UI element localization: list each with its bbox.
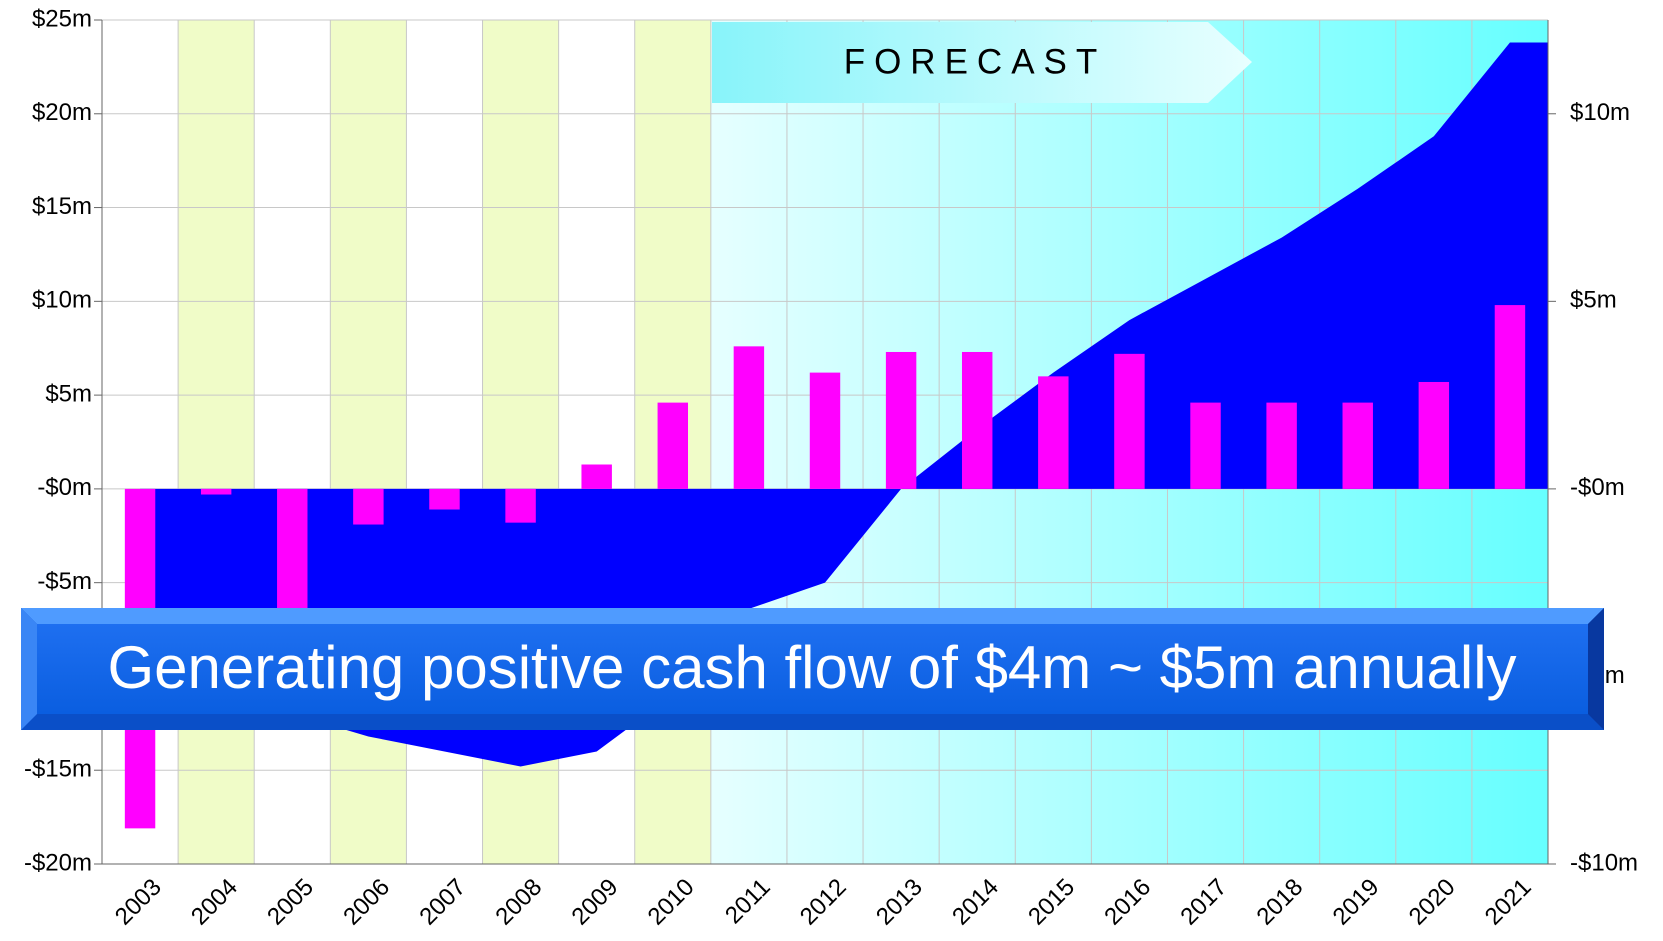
bar [277, 488, 308, 611]
y-tick-label: $20m [32, 99, 92, 126]
y2-tick-label: -$0m [1570, 474, 1625, 501]
y-tick-label: -$20m [24, 849, 92, 876]
x-tick-label: 2019 [1328, 874, 1385, 931]
cumulative-area [140, 42, 1549, 767]
bar [733, 346, 765, 489]
forecast-arrow [712, 22, 1252, 103]
bar [809, 372, 841, 489]
banner-text: Generating positive cash flow of $4m ~ $… [107, 634, 1516, 701]
bar [961, 351, 993, 489]
x-tick-label: 2021 [1480, 874, 1537, 931]
y2-tick-label: $5m [1570, 287, 1617, 314]
x-tick-label: 2012 [795, 874, 852, 931]
x-tick-label: 2003 [110, 874, 167, 931]
x-tick-label: 2007 [414, 874, 471, 931]
y-tick-label: $25m [32, 5, 92, 32]
x-tick-label: 2011 [720, 874, 776, 930]
x-tick-label: 2015 [1023, 874, 1080, 931]
bar [1038, 376, 1069, 489]
x-tick-label: 2006 [338, 874, 395, 931]
bar [885, 351, 917, 489]
y2-tick-label: $10m [1570, 99, 1630, 126]
y-tick-label: $15m [32, 193, 92, 220]
highlight-band [178, 20, 255, 864]
y-tick-label: -$5m [37, 568, 92, 595]
bar [429, 488, 460, 510]
x-tick-label: 2018 [1252, 874, 1309, 931]
x-tick-label: 2004 [186, 874, 243, 931]
x-tick-label: 2014 [947, 874, 1004, 931]
y-tick-label: -$15m [24, 756, 92, 783]
y-tick-label: $5m [45, 380, 92, 407]
x-tick-label: 2009 [567, 874, 624, 931]
x-tick-label: 2013 [871, 874, 928, 931]
bar [1418, 381, 1450, 489]
bar [1494, 305, 1526, 489]
bar [657, 402, 689, 489]
x-tick-label: 2016 [1099, 874, 1156, 931]
x-tick-label: 2005 [262, 874, 319, 931]
bar [1190, 402, 1221, 489]
x-tick-label: 2017 [1175, 874, 1232, 931]
bar [581, 464, 612, 489]
x-tick-label: 2010 [643, 874, 700, 931]
banner-face [37, 624, 1588, 714]
bar [505, 488, 536, 523]
x-tick-label: 2008 [490, 874, 547, 931]
y-tick-label: $10m [32, 287, 92, 314]
bar [200, 488, 232, 495]
forecast-label: FORECAST [844, 42, 1107, 81]
bar [1266, 402, 1297, 489]
y-tick-label: -$0m [37, 474, 92, 501]
banner-bevel-top [21, 608, 1604, 624]
banner-bevel-right [1588, 608, 1604, 730]
bar [1114, 353, 1145, 489]
banner-bevel-left [21, 608, 37, 730]
x-tick-label: 2020 [1404, 874, 1461, 931]
y2-tick-label: -$10m [1570, 849, 1638, 876]
bar [1342, 402, 1373, 489]
bar [353, 488, 384, 525]
